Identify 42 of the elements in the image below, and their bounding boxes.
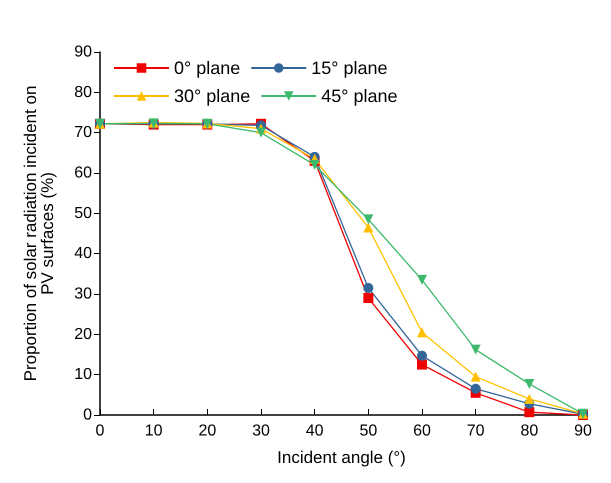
point — [363, 293, 374, 304]
x-tick-label: 40 — [306, 422, 324, 440]
point — [470, 384, 481, 394]
y-tick-label: 70 — [74, 124, 92, 142]
point — [524, 394, 534, 404]
x-tick-label: 70 — [466, 422, 485, 440]
y-tick-label: 40 — [74, 245, 92, 262]
x-tick-label: 80 — [520, 422, 538, 440]
y-tick-label: 30 — [74, 286, 92, 302]
point — [363, 282, 374, 293]
point — [470, 372, 481, 382]
point — [256, 128, 266, 138]
legend-label: 0° plane — [174, 58, 240, 78]
legend-label: 15° plane — [311, 58, 388, 78]
point — [417, 274, 427, 285]
y-tick-label: 0 — [83, 406, 92, 424]
x-tick-label: 90 — [574, 422, 592, 440]
point — [524, 378, 534, 389]
y-tick-label: 80 — [74, 84, 92, 101]
y-tick-label: 50 — [74, 204, 92, 222]
point — [417, 360, 427, 370]
y-tick-label: 20 — [74, 326, 92, 343]
legend-label: 45° plane — [321, 86, 398, 106]
y-tick-label: 60 — [74, 164, 92, 182]
y-axis-title: Proportion of solar radiation incident on PV surfaces (%) — [21, 86, 57, 382]
point — [524, 407, 534, 418]
x-tick-label: 50 — [359, 422, 378, 440]
x-tick-label: 0 — [96, 422, 105, 440]
x-tick-label: 10 — [144, 422, 163, 440]
point — [363, 214, 374, 224]
x-tick-label: 30 — [252, 422, 270, 440]
x-tick-label: 20 — [198, 422, 216, 440]
point — [417, 350, 427, 361]
point — [310, 160, 320, 170]
point — [470, 344, 481, 355]
point — [363, 222, 374, 232]
point — [417, 327, 427, 338]
y-tick-label: 90 — [74, 44, 92, 60]
legend-label: 30° plane — [174, 86, 250, 106]
x-tick-label: 60 — [413, 422, 431, 440]
x-axis-title: Incident angle (°) — [277, 448, 406, 467]
y-tick-label: 10 — [74, 366, 92, 384]
